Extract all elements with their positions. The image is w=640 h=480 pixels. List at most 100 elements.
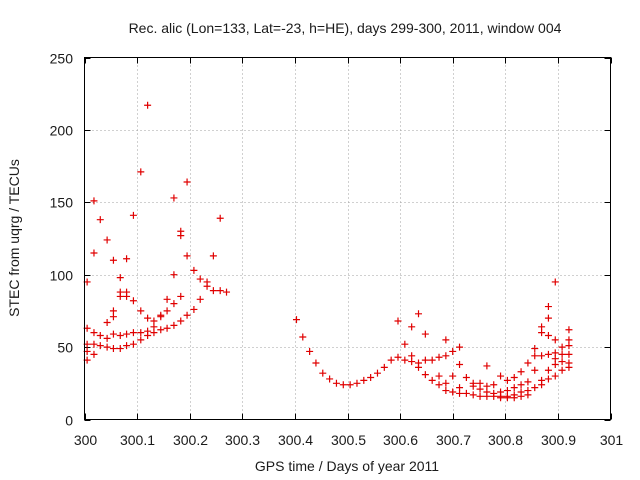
data-point [177,232,185,240]
data-point [442,387,450,395]
y-tick-labels: 0 50 100 150 200 250 [50,51,74,429]
data-point [551,372,559,380]
data-point [96,216,104,224]
data-point [209,252,217,260]
data-point [360,376,368,384]
data-point [116,274,124,282]
data-point [551,360,559,368]
data-point [421,371,429,379]
data-point [415,310,423,318]
data-point [394,317,402,325]
data-point [517,381,525,389]
data-point [177,317,185,325]
data-point [415,363,423,371]
data-point [353,379,361,387]
data-point [116,332,124,340]
data-point [408,323,416,331]
data-point [163,307,171,315]
data-point [442,379,450,387]
y-tick-label: 150 [50,195,74,211]
data-point [449,388,457,396]
data-point [490,381,498,389]
data-point [137,307,145,315]
data-point [144,101,152,109]
data-point [538,381,546,389]
data-point [157,326,165,334]
data-point [332,379,340,387]
data-point [216,214,224,222]
data-point [469,382,477,390]
data-point [538,352,546,360]
data-point [90,340,98,348]
data-point [497,394,505,402]
data-point [150,329,158,337]
data-point [116,292,124,300]
data-point [170,194,178,202]
data-point [449,347,457,355]
data-point [558,366,566,374]
data-point [544,314,552,322]
data-point [90,249,98,257]
data-point [442,336,450,344]
data-point [96,342,104,350]
x-tick-label: 300.6 [383,432,418,448]
data-point [129,297,137,305]
data-point [544,350,552,358]
data-point [456,360,464,368]
axis-ticks [84,57,612,421]
data-point [558,343,566,351]
data-point [565,363,573,371]
data-point [380,363,388,371]
data-point [435,381,443,389]
data-point [183,178,191,186]
data-point [401,340,409,348]
data-point [524,378,532,386]
data-point [196,295,204,303]
data-point [299,333,307,341]
data-point [551,336,559,344]
x-tick-label: 300.1 [120,432,155,448]
data-point [394,353,402,361]
data-point [544,366,552,374]
x-tick-label: 300.9 [541,432,576,448]
data-point [163,324,171,332]
data-point [137,168,145,176]
data-point [524,391,532,399]
data-point [558,350,566,358]
data-point [103,236,111,244]
data-point [109,330,117,338]
plot-frame [84,57,611,420]
data-point [483,362,491,370]
data-point [209,287,217,295]
data-point [531,366,539,374]
data-point [103,343,111,351]
data-point [469,391,477,399]
y-tick-label: 50 [57,340,73,356]
data-point [90,197,98,205]
data-point [170,321,178,329]
data-point [183,311,191,319]
x-tick-label: 300.7 [436,432,471,448]
data-point [538,329,546,337]
x-tick-label: 300.5 [331,432,366,448]
y-axis-label: STEC from uqrg / TECUs [6,159,22,317]
x-tick-label: 300.2 [173,432,208,448]
data-point [96,332,104,340]
data-point [544,332,552,340]
data-point [449,372,457,380]
data-point [401,356,409,364]
data-point [216,287,224,295]
x-axis-label: GPS time / Days of year 2011 [255,458,439,474]
data-point [103,334,111,342]
y-tick-label: 250 [50,51,74,67]
data-point [109,256,117,264]
x-tick-label: 301 [600,432,624,448]
data-point [428,356,436,364]
data-point [109,313,117,321]
data-point [109,345,117,353]
data-point [319,369,327,377]
data-point [558,358,566,366]
data-point [373,369,381,377]
data-point [510,374,518,382]
data-point [144,314,152,322]
